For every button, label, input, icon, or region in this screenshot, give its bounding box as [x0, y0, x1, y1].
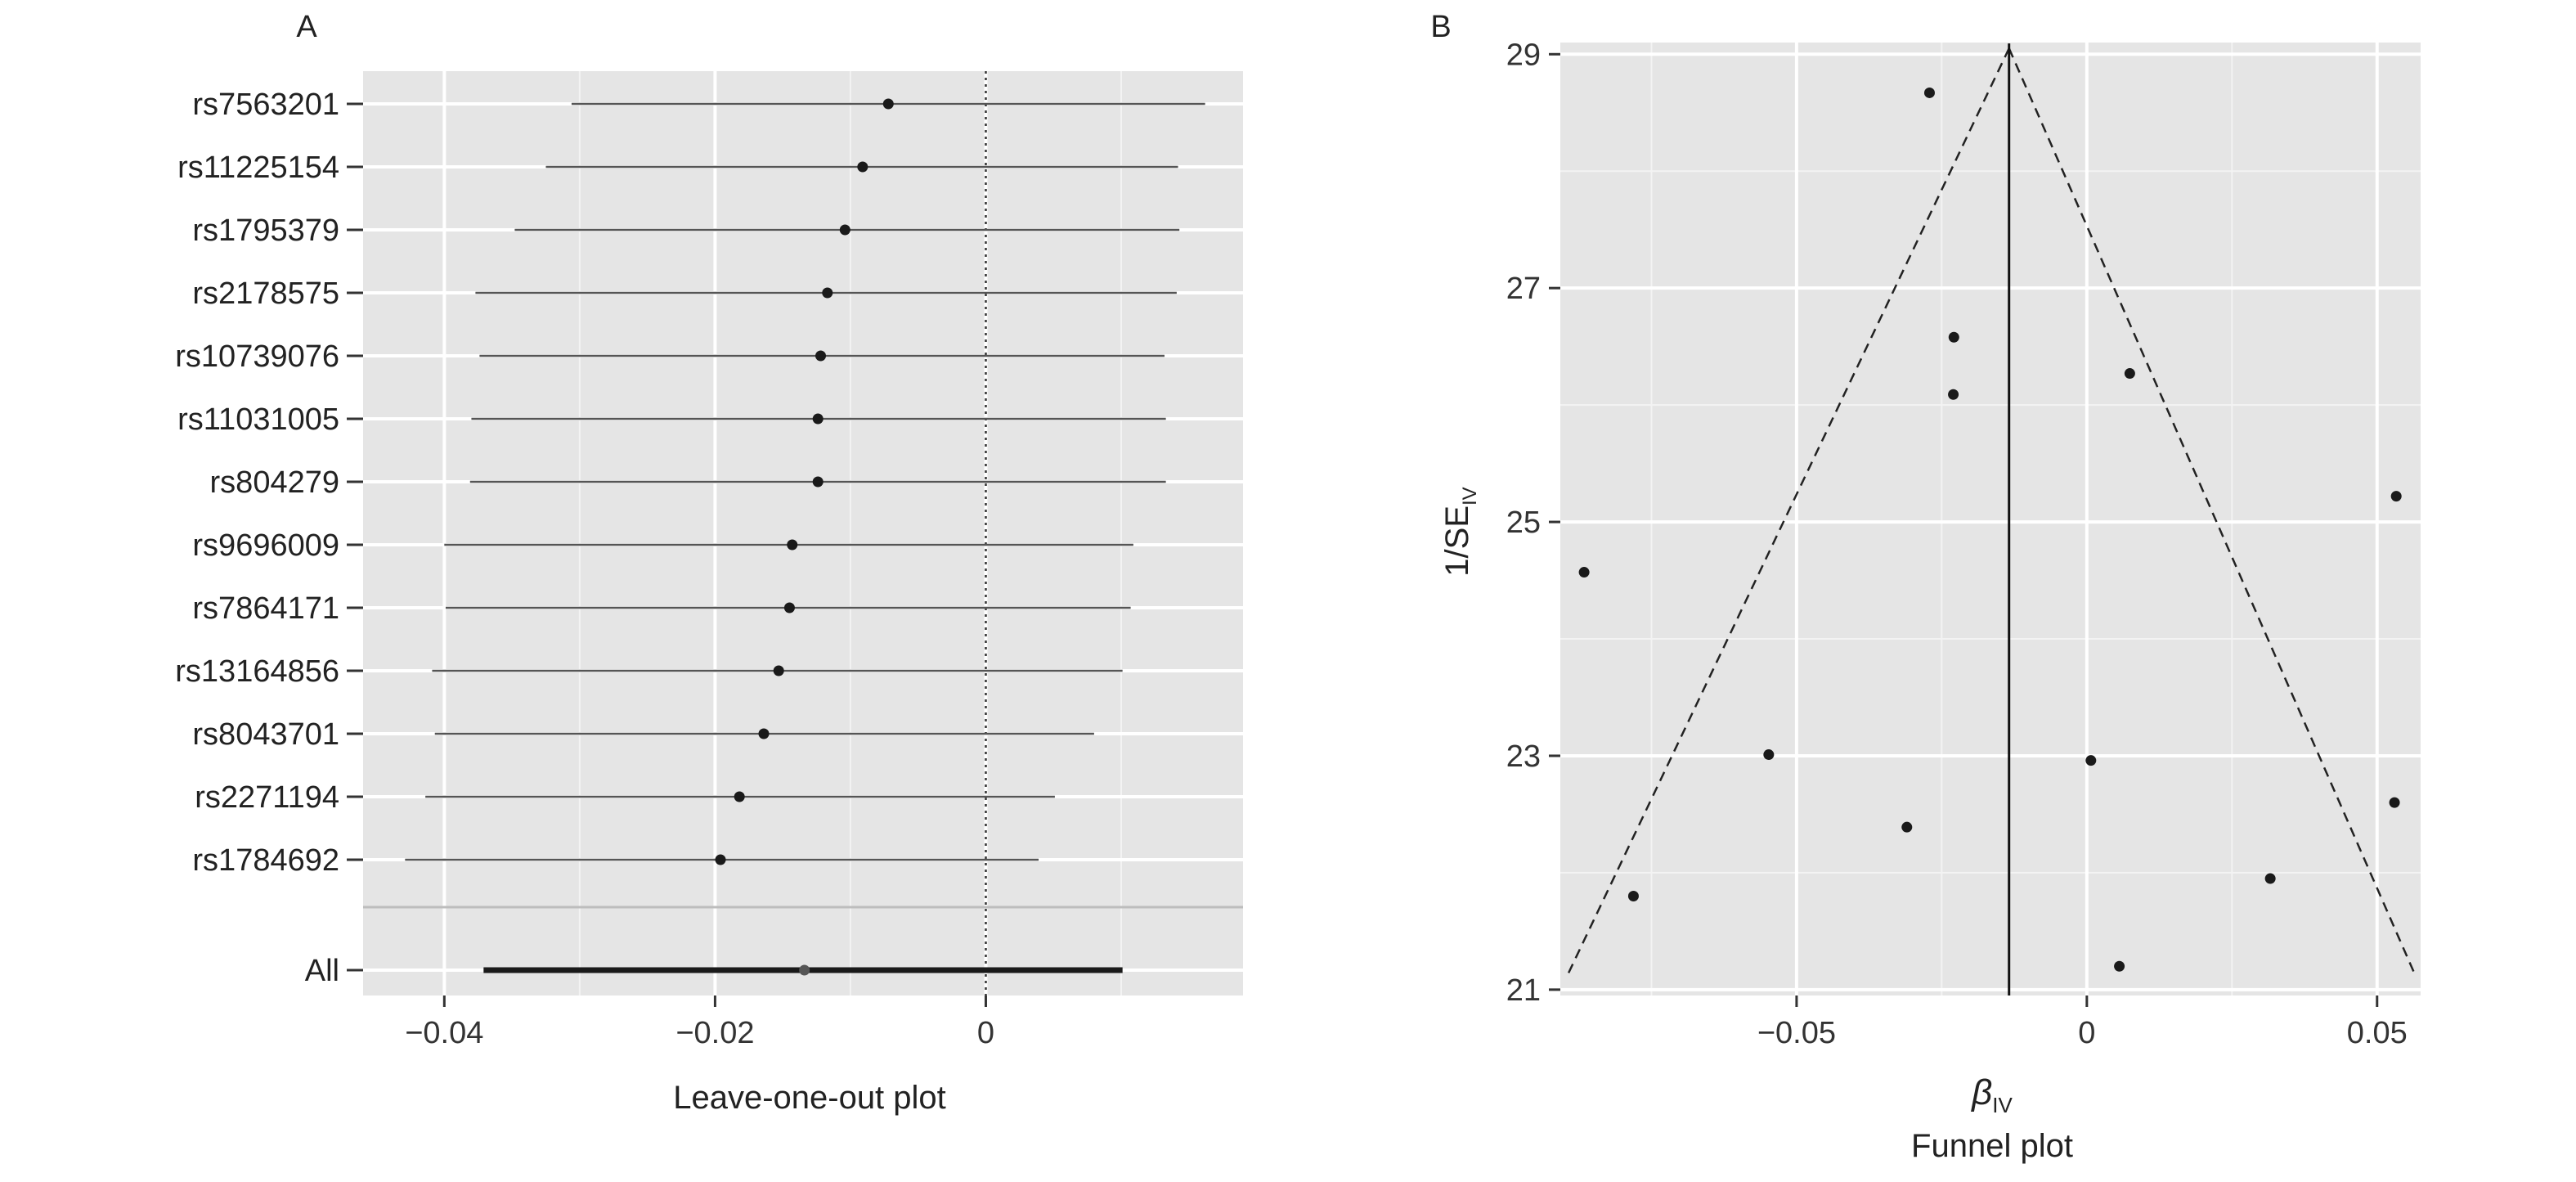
snp-point — [1578, 567, 1590, 578]
x-tick-label: 0 — [2078, 1016, 2095, 1050]
snp-label: rs1784692 — [192, 843, 339, 878]
snp-point — [1948, 331, 1959, 343]
y-tick-label: 25 — [1506, 506, 1541, 540]
funnel-plot-area — [1560, 43, 2421, 995]
leave-one-out-plot-area — [363, 71, 1243, 995]
funnel-left-boundary — [1566, 47, 2010, 977]
leave-one-out-panel: A rs7563201rs11225154rs1795379rs2178575r… — [175, 10, 1243, 1116]
snp-point — [1901, 821, 1913, 833]
funnel-x-ticks: −0.05 0 0.05 — [1757, 995, 2408, 1050]
leave-one-out-marks — [405, 98, 1205, 976]
funnel-x-axis-subscript: IV — [1992, 1093, 2013, 1117]
snp-label: rs8043701 — [192, 717, 339, 752]
x-tick-label: −0.02 — [675, 1016, 754, 1050]
estimate-point — [773, 665, 784, 676]
x-tick-label: 0.05 — [2347, 1016, 2408, 1050]
snp-label: rs2178575 — [192, 276, 339, 311]
x-tick-label: 0 — [977, 1016, 994, 1050]
snp-point — [1948, 389, 1959, 400]
snp-point — [2124, 368, 2135, 380]
snp-label: rs10739076 — [175, 339, 339, 374]
snp-label: rs11225154 — [177, 151, 339, 185]
x-tick-label: −0.05 — [1757, 1016, 1836, 1050]
snp-point — [2114, 960, 2125, 972]
y-tick-label: 27 — [1506, 272, 1541, 306]
estimate-point — [839, 224, 850, 236]
estimate-point — [882, 98, 894, 110]
funnel-subtitle: Funnel plot — [1911, 1128, 2073, 1164]
snp-label: rs2271194 — [195, 780, 339, 815]
snp-point — [1763, 749, 1775, 761]
estimate-point — [734, 791, 745, 802]
snp-label: rs9696009 — [192, 528, 339, 563]
funnel-x-axis-title: βIV — [1970, 1072, 2013, 1117]
funnel-y-axis-subscript: IV — [1459, 487, 1481, 506]
estimate-point — [822, 287, 833, 299]
snp-point — [2389, 797, 2400, 808]
y-tick-label: 21 — [1506, 973, 1541, 1008]
snp-point — [2390, 491, 2402, 502]
panel-b-label: B — [1430, 10, 1451, 44]
estimate-point — [783, 602, 795, 613]
leave-one-out-x-ticks: −0.04 −0.02 0 — [405, 995, 994, 1050]
funnel-marks — [1566, 43, 2417, 995]
snp-label: rs804279 — [210, 465, 339, 500]
overall-label: All — [305, 954, 339, 988]
snp-label: rs7563201 — [192, 88, 339, 122]
overall-estimate-point — [799, 964, 810, 976]
snp-label: rs11031005 — [177, 402, 339, 437]
funnel-x-axis-symbol: β — [1970, 1072, 1992, 1112]
y-tick-label: 23 — [1506, 739, 1541, 774]
snp-point — [1923, 87, 1935, 98]
funnel-y-ticks: 21 23 25 27 29 — [1506, 38, 1560, 1008]
snp-point — [2085, 755, 2097, 766]
y-tick-label: 29 — [1506, 38, 1541, 72]
estimate-point — [812, 476, 824, 488]
snp-point — [2264, 873, 2276, 884]
estimate-point — [758, 728, 770, 739]
funnel-gridlines — [1560, 43, 2421, 995]
estimate-point — [715, 854, 726, 865]
snp-label: rs13164856 — [175, 654, 339, 689]
funnel-y-axis-main: 1/SE — [1439, 506, 1475, 577]
funnel-y-axis-title: 1/SEIV — [1439, 487, 1481, 576]
estimate-point — [857, 161, 868, 173]
estimate-point — [787, 539, 798, 551]
leave-one-out-x-axis-title: Leave-one-out plot — [673, 1080, 946, 1116]
estimate-point — [815, 350, 827, 362]
snp-label: rs1795379 — [192, 213, 339, 248]
estimate-point — [812, 413, 824, 425]
panel-a-label: A — [296, 10, 317, 44]
snp-label: rs7864171 — [192, 591, 339, 626]
snp-labels: rs7563201 rs11225154 rs1795379 rs2178575 rs1… — [175, 88, 363, 988]
funnel-right-boundary — [2008, 47, 2417, 977]
snp-point — [1627, 890, 1639, 901]
x-tick-label: −0.04 — [405, 1016, 483, 1050]
